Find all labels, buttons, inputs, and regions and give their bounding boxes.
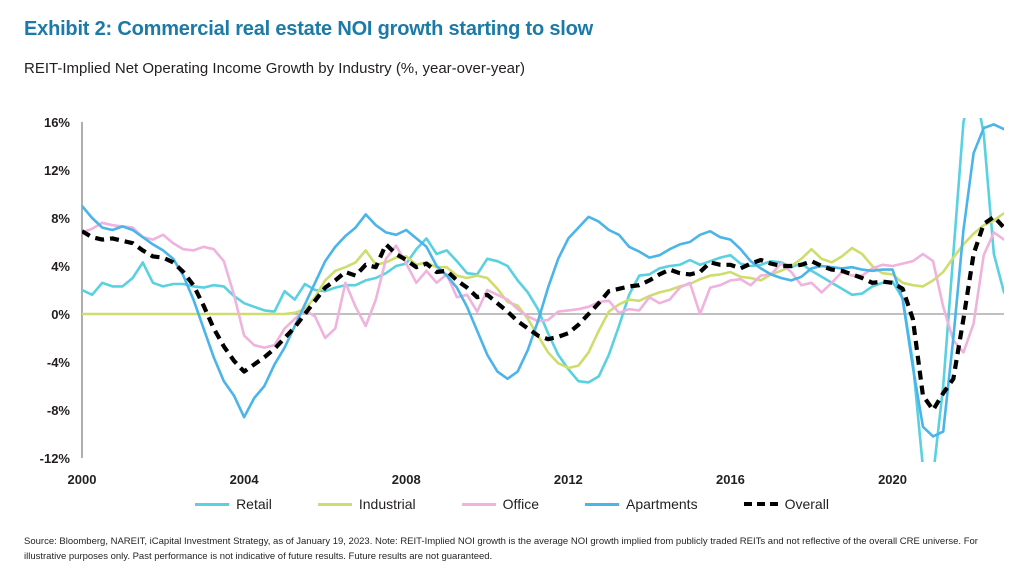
y-axis-tick-label: 8% (51, 211, 70, 226)
line-chart-svg: 16% 12% 8% 4% 0% -4% -8% -12% 2000 2004 2008 2012 20… (40, 115, 1004, 487)
legend-item-retail[interactable]: Retail (195, 496, 272, 512)
y-axis-tick-label: 4% (51, 259, 70, 274)
legend-item-office[interactable]: Office (461, 496, 539, 512)
legend-label: Office (502, 496, 539, 512)
x-axis-tick-label: 2000 (68, 472, 97, 487)
x-axis-tick-label: 2012 (554, 472, 583, 487)
x-axis-tick-label: 2016 (716, 472, 745, 487)
legend-item-apartments[interactable]: Apartments (584, 496, 698, 512)
legend-label: Retail (236, 496, 272, 512)
legend-swatch-retail-icon (195, 502, 230, 506)
chart-subtitle: REIT-Implied Net Operating Income Growth… (24, 60, 526, 77)
legend-label: Industrial (358, 496, 416, 512)
series-line-apartments (82, 123, 1004, 438)
legend-swatch-industrial-icon (317, 502, 352, 506)
chart-plot-area: 16% 12% 8% 4% 0% -4% -8% -12% 2000 2004 2008 2012 20… (0, 100, 1024, 490)
y-axis-tick-label: 0% (51, 307, 70, 322)
legend-swatch-office-icon (461, 502, 496, 506)
source-footnote: Source: Bloomberg, NAREIT, iCapital Inve… (24, 536, 978, 562)
y-axis-tick-label: -12% (40, 451, 71, 466)
series-line-retail (82, 118, 1004, 462)
legend-item-overall[interactable]: Overall (743, 496, 829, 512)
legend-label: Overall (784, 496, 829, 512)
x-axis-tick-label: 2004 (230, 472, 260, 487)
legend-label: Apartments (625, 496, 698, 512)
y-axis-tick-label: 16% (44, 115, 70, 130)
x-axis-tick-label: 2008 (392, 472, 421, 487)
y-axis-tick-label: -4% (47, 355, 71, 370)
x-axis-tick-label: 2020 (878, 472, 907, 487)
chart-legend: Retail Industrial Office Apartments Overall (0, 496, 1024, 512)
legend-swatch-overall-icon (743, 502, 778, 506)
page-title: Exhibit 2: Commercial real estate NOI gr… (24, 18, 594, 40)
legend-item-industrial[interactable]: Industrial (317, 496, 416, 512)
series-line-overall (82, 214, 1004, 413)
series-line-office (82, 221, 1004, 354)
series-line-industrial (82, 211, 1004, 370)
y-axis-tick-label: 12% (44, 163, 70, 178)
y-axis-tick-label: -8% (47, 403, 71, 418)
legend-swatch-apartments-icon (584, 502, 619, 506)
